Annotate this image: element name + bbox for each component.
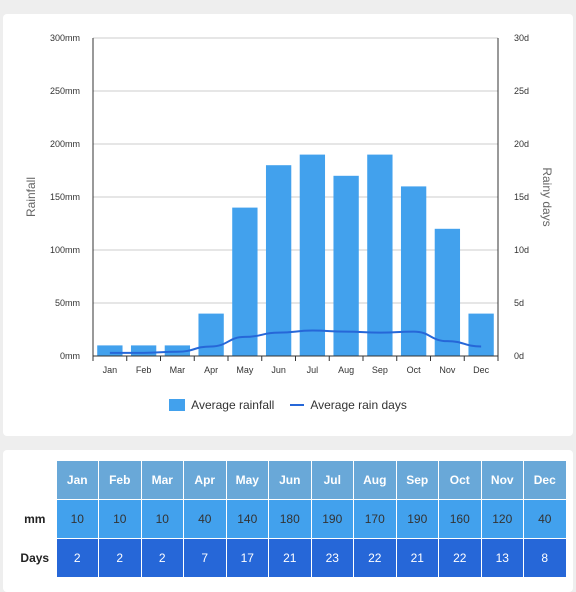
days-cell: 2 [99,539,141,577]
y2-tick-label: 30d [514,33,529,43]
mm-cell: 190 [311,500,353,538]
x-tick-label: Jun [271,365,286,375]
mm-cell: 40 [184,500,226,538]
x-tick-label: May [236,365,254,375]
month-header-cell: Jun [269,461,311,499]
rainfall-bar [164,345,191,356]
x-tick-label: Feb [136,365,152,375]
rainfall-bar [97,345,123,356]
mm-cell: 40 [524,500,566,538]
rainfall-bar [265,165,292,356]
month-header-cell: Oct [439,461,481,499]
mm-cell: 120 [481,500,523,538]
month-header-cell: Jul [311,461,353,499]
legend-rainfall-swatch [169,399,186,411]
month-header-cell: Aug [354,461,396,499]
y2-tick-label: 10d [514,245,529,255]
days-cell: 17 [226,539,268,577]
month-header-cell: Apr [184,461,226,499]
x-tick-label: Jul [307,365,319,375]
month-header-cell: Feb [99,461,141,499]
legend-rain-days-line [290,404,305,406]
month-header-cell: Sep [396,461,438,499]
days-cell: 2 [56,539,98,577]
y-tick-label: 200mm [50,139,80,149]
mm-cell: 170 [354,500,396,538]
legend-item-rainfall[interactable]: Average rainfall [169,398,274,412]
x-tick-label: Nov [439,365,456,375]
days-cell: 22 [354,539,396,577]
month-header-cell: Dec [524,461,566,499]
days-cell: 13 [481,539,523,577]
x-tick-label: Apr [204,365,218,375]
y-tick-label: 300mm [50,33,80,43]
days-cell: 21 [396,539,438,577]
month-header-cell: Mar [141,461,183,499]
legend-item-rain-days[interactable]: Average rain days [290,398,407,412]
y-tick-label: 0mm [60,351,80,361]
x-tick-label: Jan [103,365,118,375]
chart-legend: Average rainfall Average rain days [3,398,573,412]
climate-table-card: Jan Feb Mar Apr May Jun Jul Aug Sep Oct … [3,450,573,592]
climate-table: Jan Feb Mar Apr May Jun Jul Aug Sep Oct … [13,460,567,578]
y2-tick-label: 5d [514,298,524,308]
rainfall-bar [198,313,224,356]
mm-cell: 10 [99,500,141,538]
rainfall-bar [232,207,258,356]
rainfall-chart: 0mm 0d 50mm 5d 100mm 10d 150mm 15d 200mm 20d 250mm… [24,33,554,375]
rainfall-bar [468,313,494,356]
mm-cell: 10 [56,500,98,538]
y2-tick-label: 25d [514,86,529,96]
mm-row-label: mm [14,500,56,538]
x-tick-label: Dec [473,365,490,375]
y2-axis-title: Rainy days [540,167,554,226]
month-header-cell: May [226,461,268,499]
y2-tick-label: 15d [514,192,529,202]
y2-tick-label: 20d [514,139,529,149]
rain-days-line [109,329,482,354]
mm-cell: 190 [396,500,438,538]
x-tick-label: Sep [372,365,388,375]
y-tick-label: 100mm [50,245,80,255]
corner-cell [14,461,56,499]
month-header-cell: Nov [481,461,523,499]
rainfall-bar [130,345,157,356]
days-cell: 21 [269,539,311,577]
x-tick-label: Oct [407,365,422,375]
days-row-label: Days [14,539,56,577]
y-tick-label: 250mm [50,86,80,96]
rainfall-mm-row: mm 10 10 10 40 140 180 190 170 190 160 1… [14,500,566,538]
x-tick-label: Aug [338,365,354,375]
days-cell: 23 [311,539,353,577]
mm-cell: 10 [141,500,183,538]
y-tick-label: 150mm [50,192,80,202]
mm-cell: 180 [269,500,311,538]
rainfall-bar [367,154,393,356]
rainfall-bar [333,175,359,356]
rainfall-bar [299,154,326,356]
month-header-row: Jan Feb Mar Apr May Jun Jul Aug Sep Oct … [14,461,566,499]
days-cell: 8 [524,539,566,577]
legend-rain-days-label: Average rain days [310,398,407,412]
rain-days-row: Days 2 2 2 7 17 21 23 22 21 22 13 8 [14,539,566,577]
days-cell: 22 [439,539,481,577]
rainfall-bar [400,186,427,356]
y-axis-title: Rainfall [24,177,38,217]
y2-tick-label: 0d [514,351,524,361]
chart-card: 0mm 0d 50mm 5d 100mm 10d 150mm 15d 200mm 20d 250mm… [3,14,573,436]
mm-cell: 140 [226,500,268,538]
days-cell: 7 [184,539,226,577]
month-header-cell: Jan [56,461,98,499]
legend-rainfall-label: Average rainfall [191,398,275,412]
x-tick-label: Mar [170,365,186,375]
y-tick-label: 50mm [55,298,80,308]
mm-cell: 160 [439,500,481,538]
rainfall-bar [434,228,461,356]
days-cell: 2 [141,539,183,577]
